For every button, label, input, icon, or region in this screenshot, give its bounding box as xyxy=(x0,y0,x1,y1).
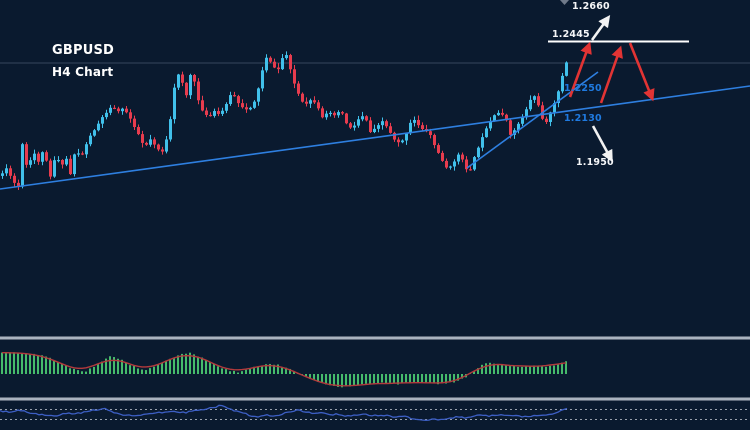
lower-indicator-panel xyxy=(0,404,750,422)
trendlines xyxy=(0,71,750,190)
price-label-resistance: 1.2445 xyxy=(552,29,590,40)
panel-separator-top xyxy=(0,336,750,340)
annotation-arrows-and-lines xyxy=(548,0,689,163)
panel-separator-bottom xyxy=(0,397,750,401)
price-label-mid-support: 1.2250 xyxy=(564,83,602,94)
timeframe-label: H4 Chart xyxy=(52,65,114,79)
oscillator-panel xyxy=(1,352,567,388)
price-label-target-down: 1.1950 xyxy=(576,157,614,168)
price-label-trendline: 1.2130 xyxy=(564,113,602,124)
price-label-target-up: 1.2660 xyxy=(572,1,610,12)
symbol-label: GBPUSD xyxy=(52,43,115,58)
